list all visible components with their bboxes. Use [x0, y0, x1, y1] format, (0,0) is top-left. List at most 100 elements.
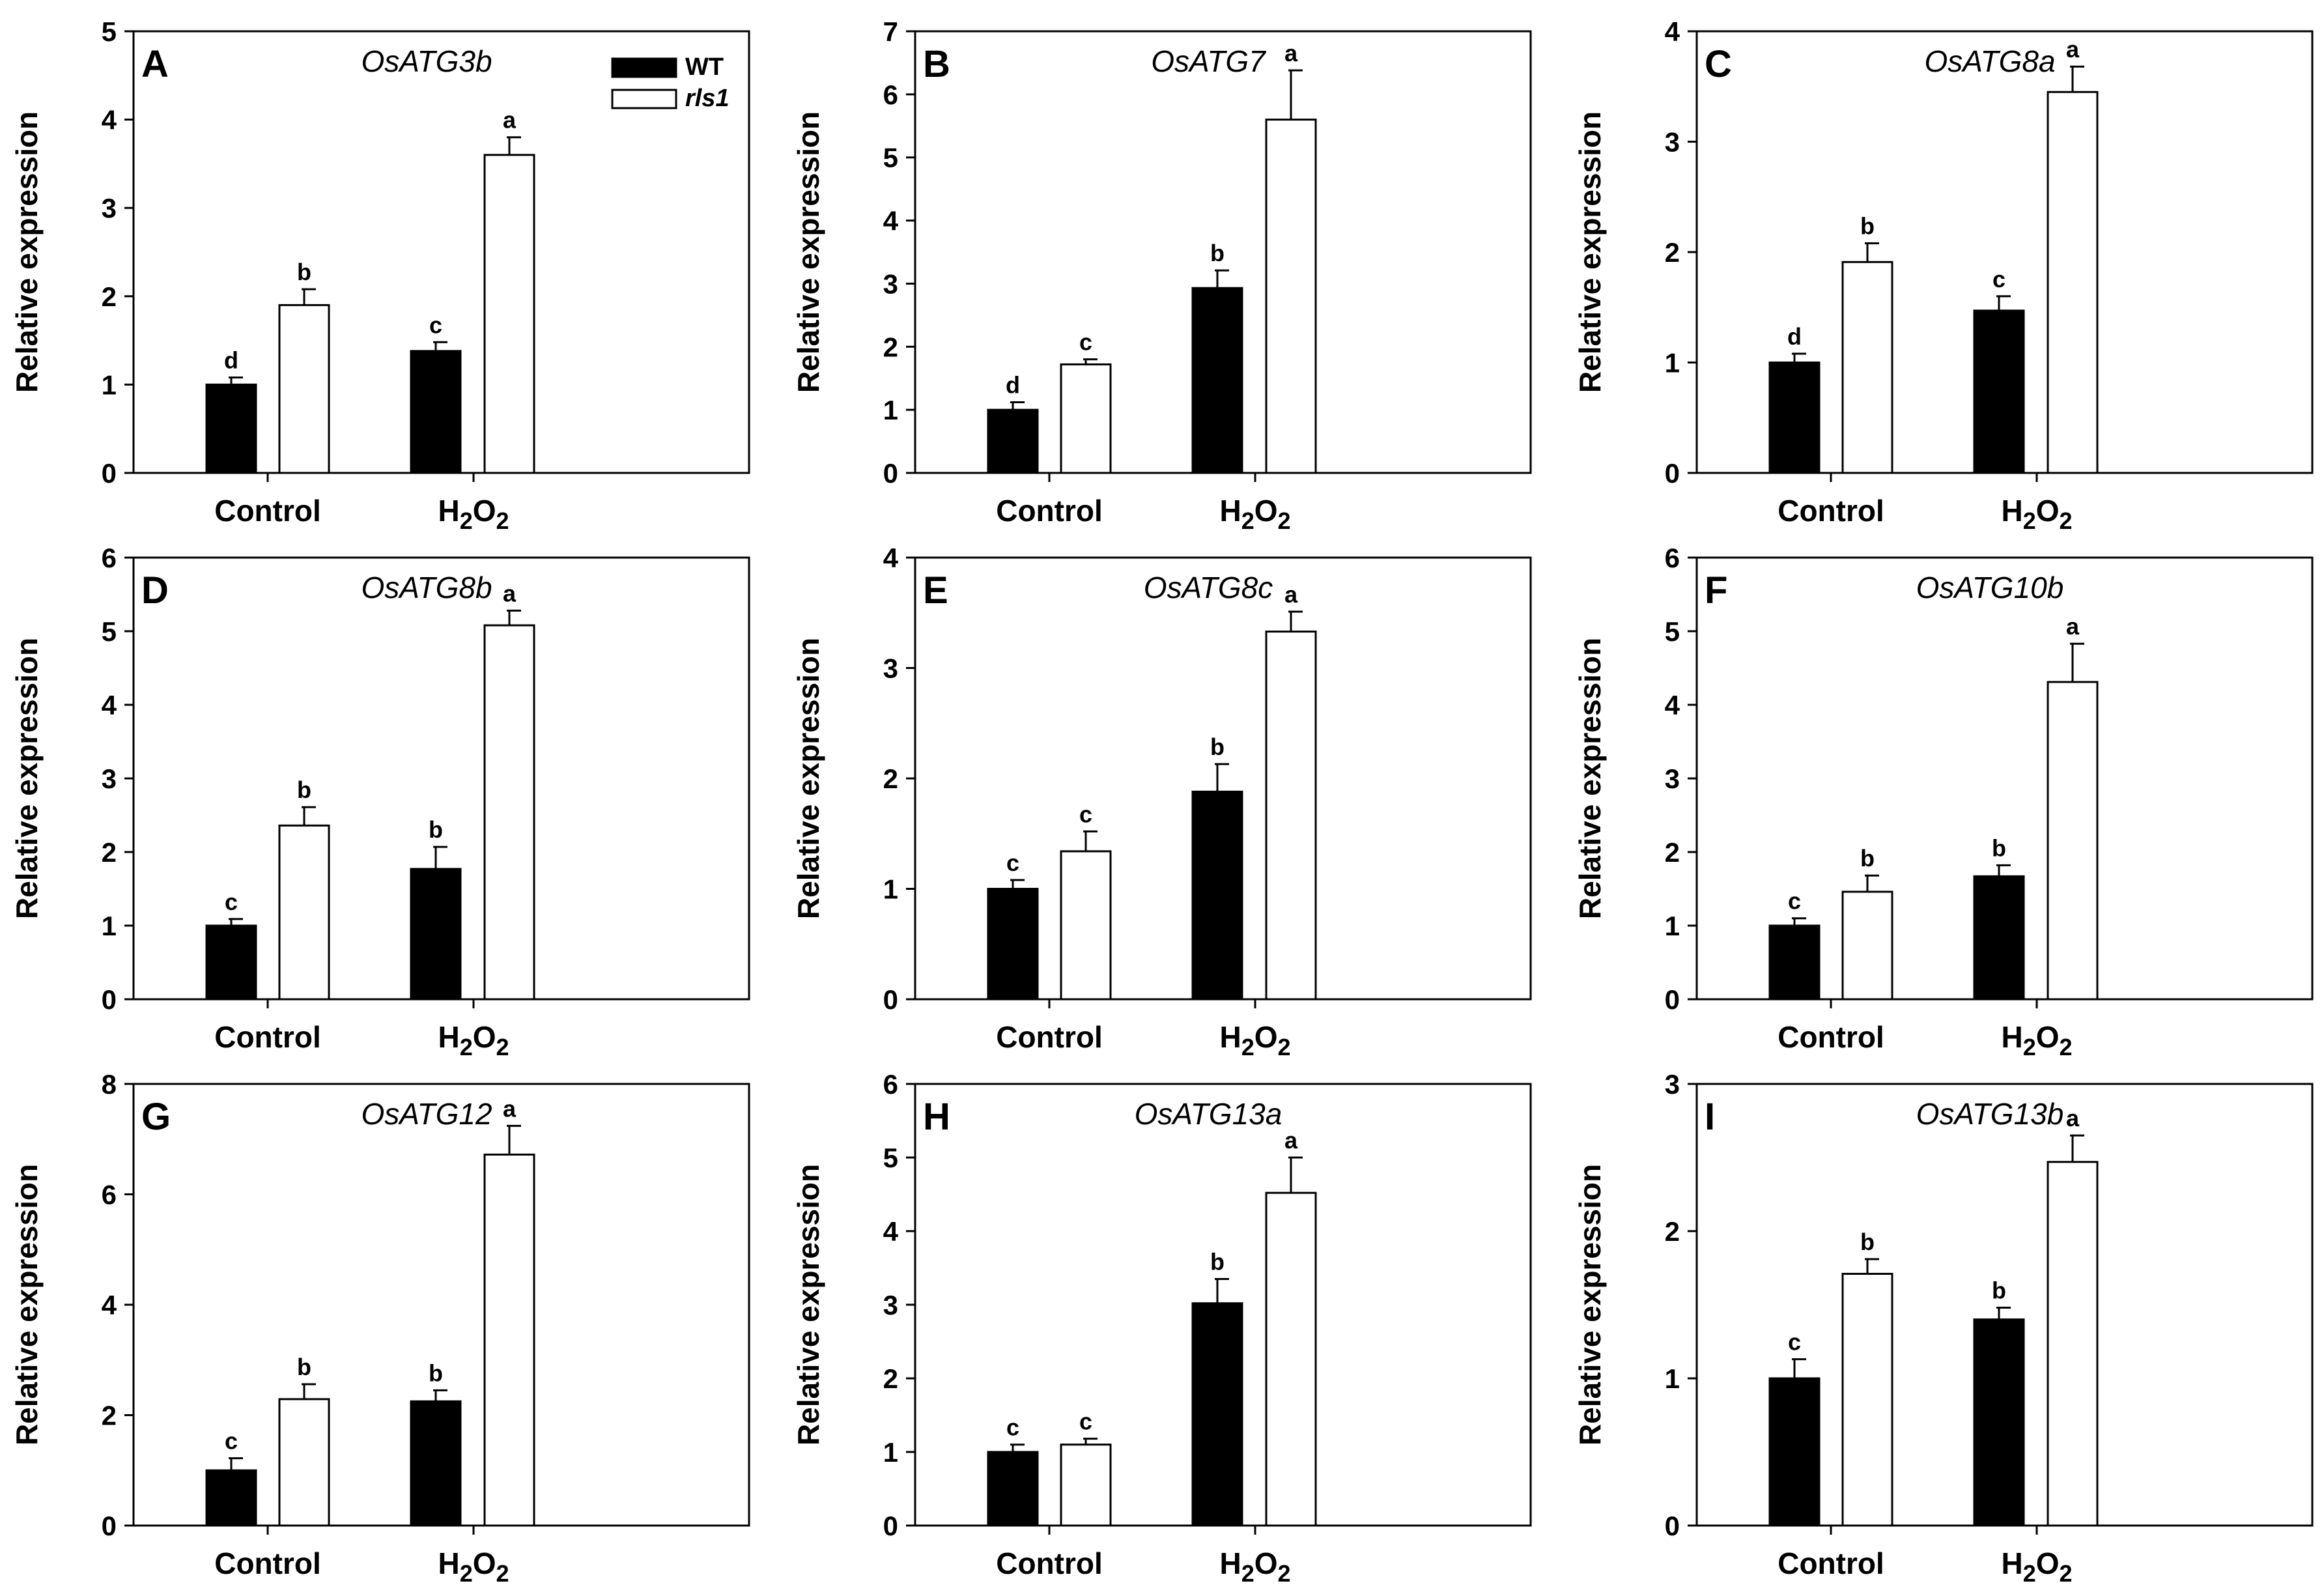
plot-frame	[914, 30, 1532, 474]
x-tick-label-part: O	[473, 494, 496, 528]
bar-rls1-h2o2	[2047, 681, 2099, 1001]
bar-rls1-control	[1060, 1443, 1112, 1527]
plot-frame	[914, 556, 1532, 1001]
y-tick-label: 2	[883, 763, 898, 794]
x-tick-label-part: H	[2001, 1546, 2022, 1580]
bar-wt-control	[987, 888, 1039, 1001]
x-tick-label: H2O2	[438, 494, 509, 534]
x-tick-label: Control	[996, 1020, 1103, 1054]
panel-title: OsATG12	[361, 1097, 492, 1131]
x-tick-label-part: 2	[460, 1034, 473, 1060]
significance-letter: b	[1860, 845, 1875, 872]
bar-wt-control	[987, 408, 1039, 474]
significance-letter: b	[1992, 1277, 2006, 1304]
chart-panel-c: Relative expression 0 1 2 3 4 d c b a C OsATG8a Cont…	[1573, 16, 2314, 534]
y-tick-label: 0	[1665, 984, 1680, 1015]
plot-frame	[1695, 1083, 2314, 1527]
y-tick-label: 8	[102, 1069, 117, 1100]
x-tick-label-part: 2	[460, 1560, 473, 1587]
y-tick-label: 1	[102, 911, 117, 941]
x-tick-label: Control	[214, 1546, 321, 1580]
significance-letter: d	[224, 347, 238, 374]
y-axis-label: Relative expression	[10, 111, 44, 393]
x-tick-label: H2O2	[1219, 1020, 1290, 1060]
x-tick-label-part: 2	[496, 1560, 509, 1587]
y-tick-label: 2	[883, 1363, 898, 1394]
y-tick-label: 1	[883, 395, 898, 425]
significance-letter: c	[225, 888, 238, 915]
x-tick-label-part: O	[1254, 1546, 1278, 1580]
bar-wt-control	[987, 1451, 1039, 1527]
significance-letter: b	[297, 776, 311, 803]
panel-letter: H	[923, 1096, 950, 1138]
x-tick-label-part: 2	[1241, 1560, 1254, 1587]
bar-rls1-h2o2	[1265, 631, 1317, 1001]
x-tick-label-part: 2	[1278, 1560, 1291, 1587]
y-axis-label: Relative expression	[791, 638, 825, 919]
y-tick-label: 0	[883, 458, 898, 489]
x-tick-label: H2O2	[2001, 1546, 2072, 1587]
significance-letter: c	[1079, 801, 1092, 827]
y-tick-label: 5	[1665, 616, 1680, 647]
panel-title: OsATG13a	[1135, 1097, 1282, 1131]
chart-panel-f: Relative expression 0 1 2 3 4 5 6 c b b a F OsATG10b C…	[1573, 543, 2314, 1060]
y-tick-label: 5	[883, 1143, 898, 1173]
bar-wt-h2o2	[1191, 790, 1243, 1001]
bar-rls1-control	[278, 304, 330, 474]
bar-rls1-control	[278, 824, 330, 1001]
significance-letter: b	[1860, 212, 1875, 239]
y-tick-label: 6	[102, 1180, 117, 1210]
x-tick-label-part: 2	[460, 507, 473, 534]
y-axis-label: Relative expression	[1573, 111, 1607, 393]
y-tick-label: 3	[102, 193, 117, 223]
bar-wt-control	[205, 924, 257, 1001]
y-tick-label: 1	[102, 369, 117, 400]
bar-wt-h2o2	[1191, 287, 1243, 474]
significance-letter: a	[1284, 1127, 1298, 1154]
x-tick-label: Control	[214, 494, 321, 528]
plot-frame	[132, 30, 750, 474]
x-tick-label-part: O	[1254, 1020, 1278, 1054]
y-tick-label: 2	[102, 281, 117, 312]
x-tick-label-part: O	[1254, 494, 1278, 528]
y-axis-label: Relative expression	[10, 638, 44, 919]
bar-rls1-h2o2	[483, 1153, 535, 1527]
significance-letter: c	[1992, 266, 2005, 292]
y-axis-label: Relative expression	[1573, 638, 1607, 919]
bar-rls1-control	[1060, 363, 1112, 474]
x-tick-label-part: H	[438, 1546, 459, 1580]
y-tick-label: 3	[102, 763, 117, 794]
chart-panel-a: Relative expression 0 1 2 3 4 5 d c b a A OsATG3b WT r…	[10, 16, 750, 534]
y-tick-label: 0	[1665, 458, 1680, 489]
bar-wt-control	[205, 1469, 257, 1527]
significance-letter: b	[429, 816, 443, 843]
panel-letter: A	[141, 43, 169, 85]
x-tick-label-part: O	[2036, 1020, 2060, 1054]
x-tick-label-part: 2	[1241, 1034, 1254, 1060]
x-tick-label: H2O2	[438, 1546, 509, 1587]
panel-letter: E	[923, 569, 948, 612]
x-tick-label: H2O2	[2001, 494, 2072, 534]
bar-wt-h2o2	[1973, 309, 2025, 474]
panel-letter: C	[1705, 43, 1732, 85]
bar-rls1-h2o2	[1265, 1191, 1317, 1527]
x-tick-label-part: 2	[496, 507, 509, 534]
y-tick-label: 1	[883, 874, 898, 905]
significance-letter: c	[1006, 1414, 1019, 1441]
significance-letter: b	[297, 259, 311, 285]
x-tick-label-part: H	[1219, 494, 1241, 528]
x-tick-label: H2O2	[438, 1020, 509, 1060]
significance-letter: b	[297, 1354, 311, 1380]
x-tick-label-part: 2	[496, 1034, 509, 1060]
significance-letter: c	[1079, 1408, 1092, 1435]
y-tick-label: 3	[883, 1290, 898, 1320]
y-tick-label: 3	[1665, 763, 1680, 794]
x-tick-label-part: 2	[1241, 507, 1254, 534]
y-tick-label: 4	[102, 690, 117, 720]
significance-letter: d	[1787, 323, 1802, 350]
y-tick-label: 4	[1665, 16, 1680, 47]
y-tick-label: 3	[1665, 1069, 1680, 1100]
y-tick-label: 7	[883, 16, 898, 47]
bar-wt-control	[1768, 1377, 1821, 1527]
bar-wt-h2o2	[1973, 1318, 2025, 1527]
